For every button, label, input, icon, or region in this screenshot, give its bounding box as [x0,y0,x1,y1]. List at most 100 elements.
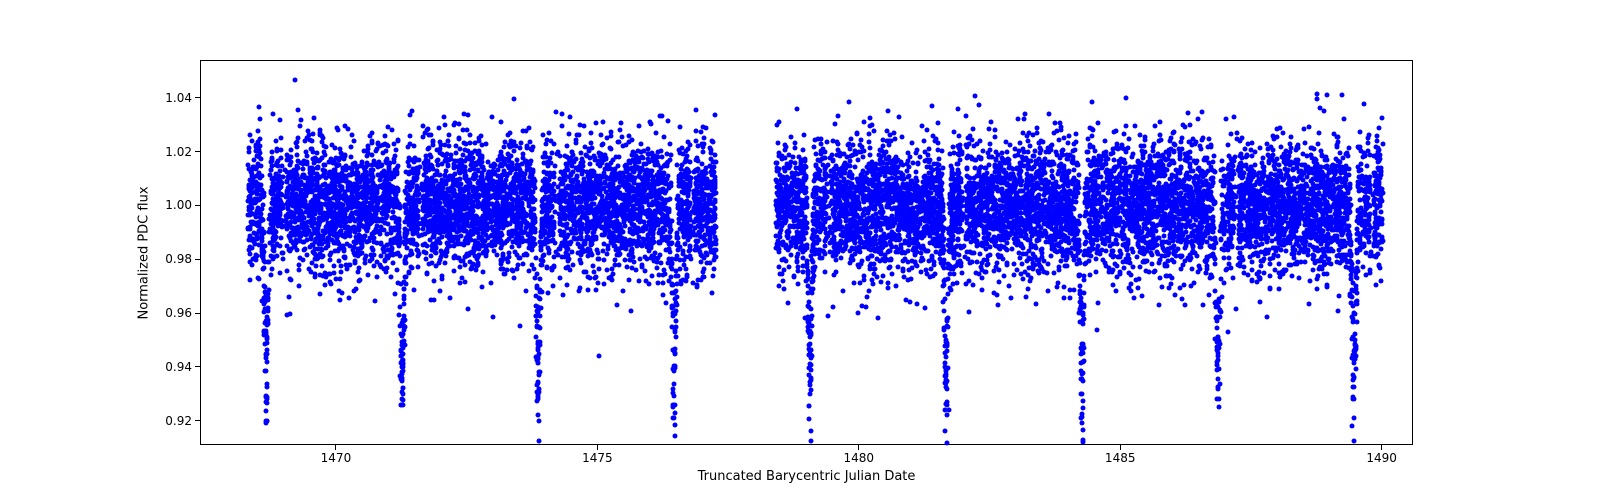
scatter-point [1206,293,1211,298]
scatter-point [1365,140,1370,145]
scatter-point [616,140,621,145]
scatter-point [852,280,857,285]
scatter-point [1077,261,1082,266]
scatter-point [868,146,873,151]
scatter-point [660,280,665,285]
scatter-point [943,429,948,434]
scatter-point [1225,143,1230,148]
scatter-point [848,136,853,141]
scatter-point [484,141,489,146]
scatter-point [1087,272,1092,277]
scatter-point [1212,288,1217,293]
scatter-point [560,123,565,128]
scatter-point [1168,136,1173,141]
scatter-point [280,256,285,261]
scatter-point [1324,93,1329,98]
scatter-point [702,136,707,141]
scatter-point [964,114,969,119]
scatter-point [1355,251,1360,256]
scatter-point [628,308,633,313]
scatter-point [508,131,513,136]
scatter-point [671,416,676,421]
scatter-point [389,274,394,279]
scatter-point [699,253,704,258]
scatter-point [663,301,668,306]
scatter-point [1224,117,1229,122]
scatter-point [776,140,781,145]
scatter-point [1121,131,1126,136]
scatter-point [871,282,876,287]
plot-area [200,60,1413,445]
scatter-point [673,318,678,323]
scatter-point [1359,161,1364,166]
scatter-point [1214,326,1219,331]
scatter-point [886,109,891,114]
scatter-point [1088,126,1093,131]
scatter-point [1126,137,1131,142]
scatter-point [594,287,599,292]
scatter-point [861,154,866,159]
scatter-point [1161,233,1166,238]
scatter-point [560,112,565,117]
scatter-point [278,118,283,123]
scatter-point [530,262,535,267]
scatter-point [626,278,631,283]
scatter-point [412,288,417,293]
scatter-point [1212,154,1217,159]
scatter-point [1065,256,1070,261]
scatter-point [600,120,605,125]
scatter-point [390,260,395,265]
scatter-point [1316,130,1321,135]
scatter-point [537,276,542,281]
scatter-point [1156,139,1161,144]
scatter-point [352,139,357,144]
scatter-point [1027,131,1032,136]
scatter-point [596,257,601,262]
scatter-point [462,262,467,267]
scatter-point [1375,139,1380,144]
scatter-point [383,133,388,138]
scatter-point [855,157,860,162]
scatter-point [822,270,827,275]
scatter-point [1049,169,1054,174]
scatter-point [1233,306,1238,311]
scatter-point [1311,268,1316,273]
scatter-point [569,249,574,254]
scatter-point [287,295,292,300]
scatter-point [1276,261,1281,266]
scatter-point [321,149,326,154]
scatter-point [375,274,380,279]
scatter-point [369,141,374,146]
scatter-point [349,144,354,149]
scatter-point [1002,274,1007,279]
scatter-point [1045,288,1050,293]
scatter-point [996,280,1001,285]
scatter-point [811,144,816,149]
scatter-point [1353,275,1358,280]
scatter-point [296,284,301,289]
scatter-point [636,279,641,284]
scatter-point [1065,153,1070,158]
scatter-point [536,412,541,417]
scatter-point [604,252,609,257]
scatter-point [1004,150,1009,155]
scatter-point [1136,286,1141,291]
scatter-point [598,132,603,137]
scatter-point [787,265,792,270]
scatter-point [288,277,293,282]
scatter-point [874,257,879,262]
scatter-point [638,141,643,146]
scatter-point [1157,133,1162,138]
scatter-point [551,283,556,288]
scatter-point [596,281,601,286]
scatter-point [1071,167,1076,172]
scatter-point [554,109,559,114]
scatter-point [1276,286,1281,291]
scatter-point [945,316,950,321]
scatter-point [468,132,473,137]
scatter-point [1258,145,1263,150]
scatter-point [1275,126,1280,131]
scatter-point [1352,438,1357,443]
scatter-point [619,134,624,139]
scatter-point [847,99,852,104]
